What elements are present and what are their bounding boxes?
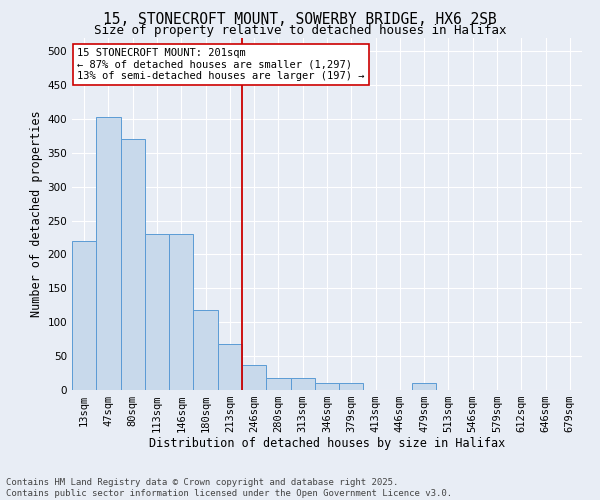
Y-axis label: Number of detached properties: Number of detached properties [30, 110, 43, 317]
Bar [339, 383, 364, 390]
Text: 15 STONECROFT MOUNT: 201sqm
← 87% of detached houses are smaller (1,297)
13% of : 15 STONECROFT MOUNT: 201sqm ← 87% of det… [77, 48, 365, 82]
Bar [242, 365, 266, 390]
Bar [412, 383, 436, 390]
Bar [290, 378, 315, 390]
Text: 15, STONECROFT MOUNT, SOWERBY BRIDGE, HX6 2SB: 15, STONECROFT MOUNT, SOWERBY BRIDGE, HX… [103, 12, 497, 28]
Bar [315, 383, 339, 390]
Bar [169, 234, 193, 390]
X-axis label: Distribution of detached houses by size in Halifax: Distribution of detached houses by size … [149, 436, 505, 450]
Bar [121, 139, 145, 390]
Bar [266, 378, 290, 390]
Text: Size of property relative to detached houses in Halifax: Size of property relative to detached ho… [94, 24, 506, 37]
Text: Contains HM Land Registry data © Crown copyright and database right 2025.
Contai: Contains HM Land Registry data © Crown c… [6, 478, 452, 498]
Bar [72, 241, 96, 390]
Bar [145, 234, 169, 390]
Bar [193, 310, 218, 390]
Bar [218, 344, 242, 390]
Bar [96, 117, 121, 390]
